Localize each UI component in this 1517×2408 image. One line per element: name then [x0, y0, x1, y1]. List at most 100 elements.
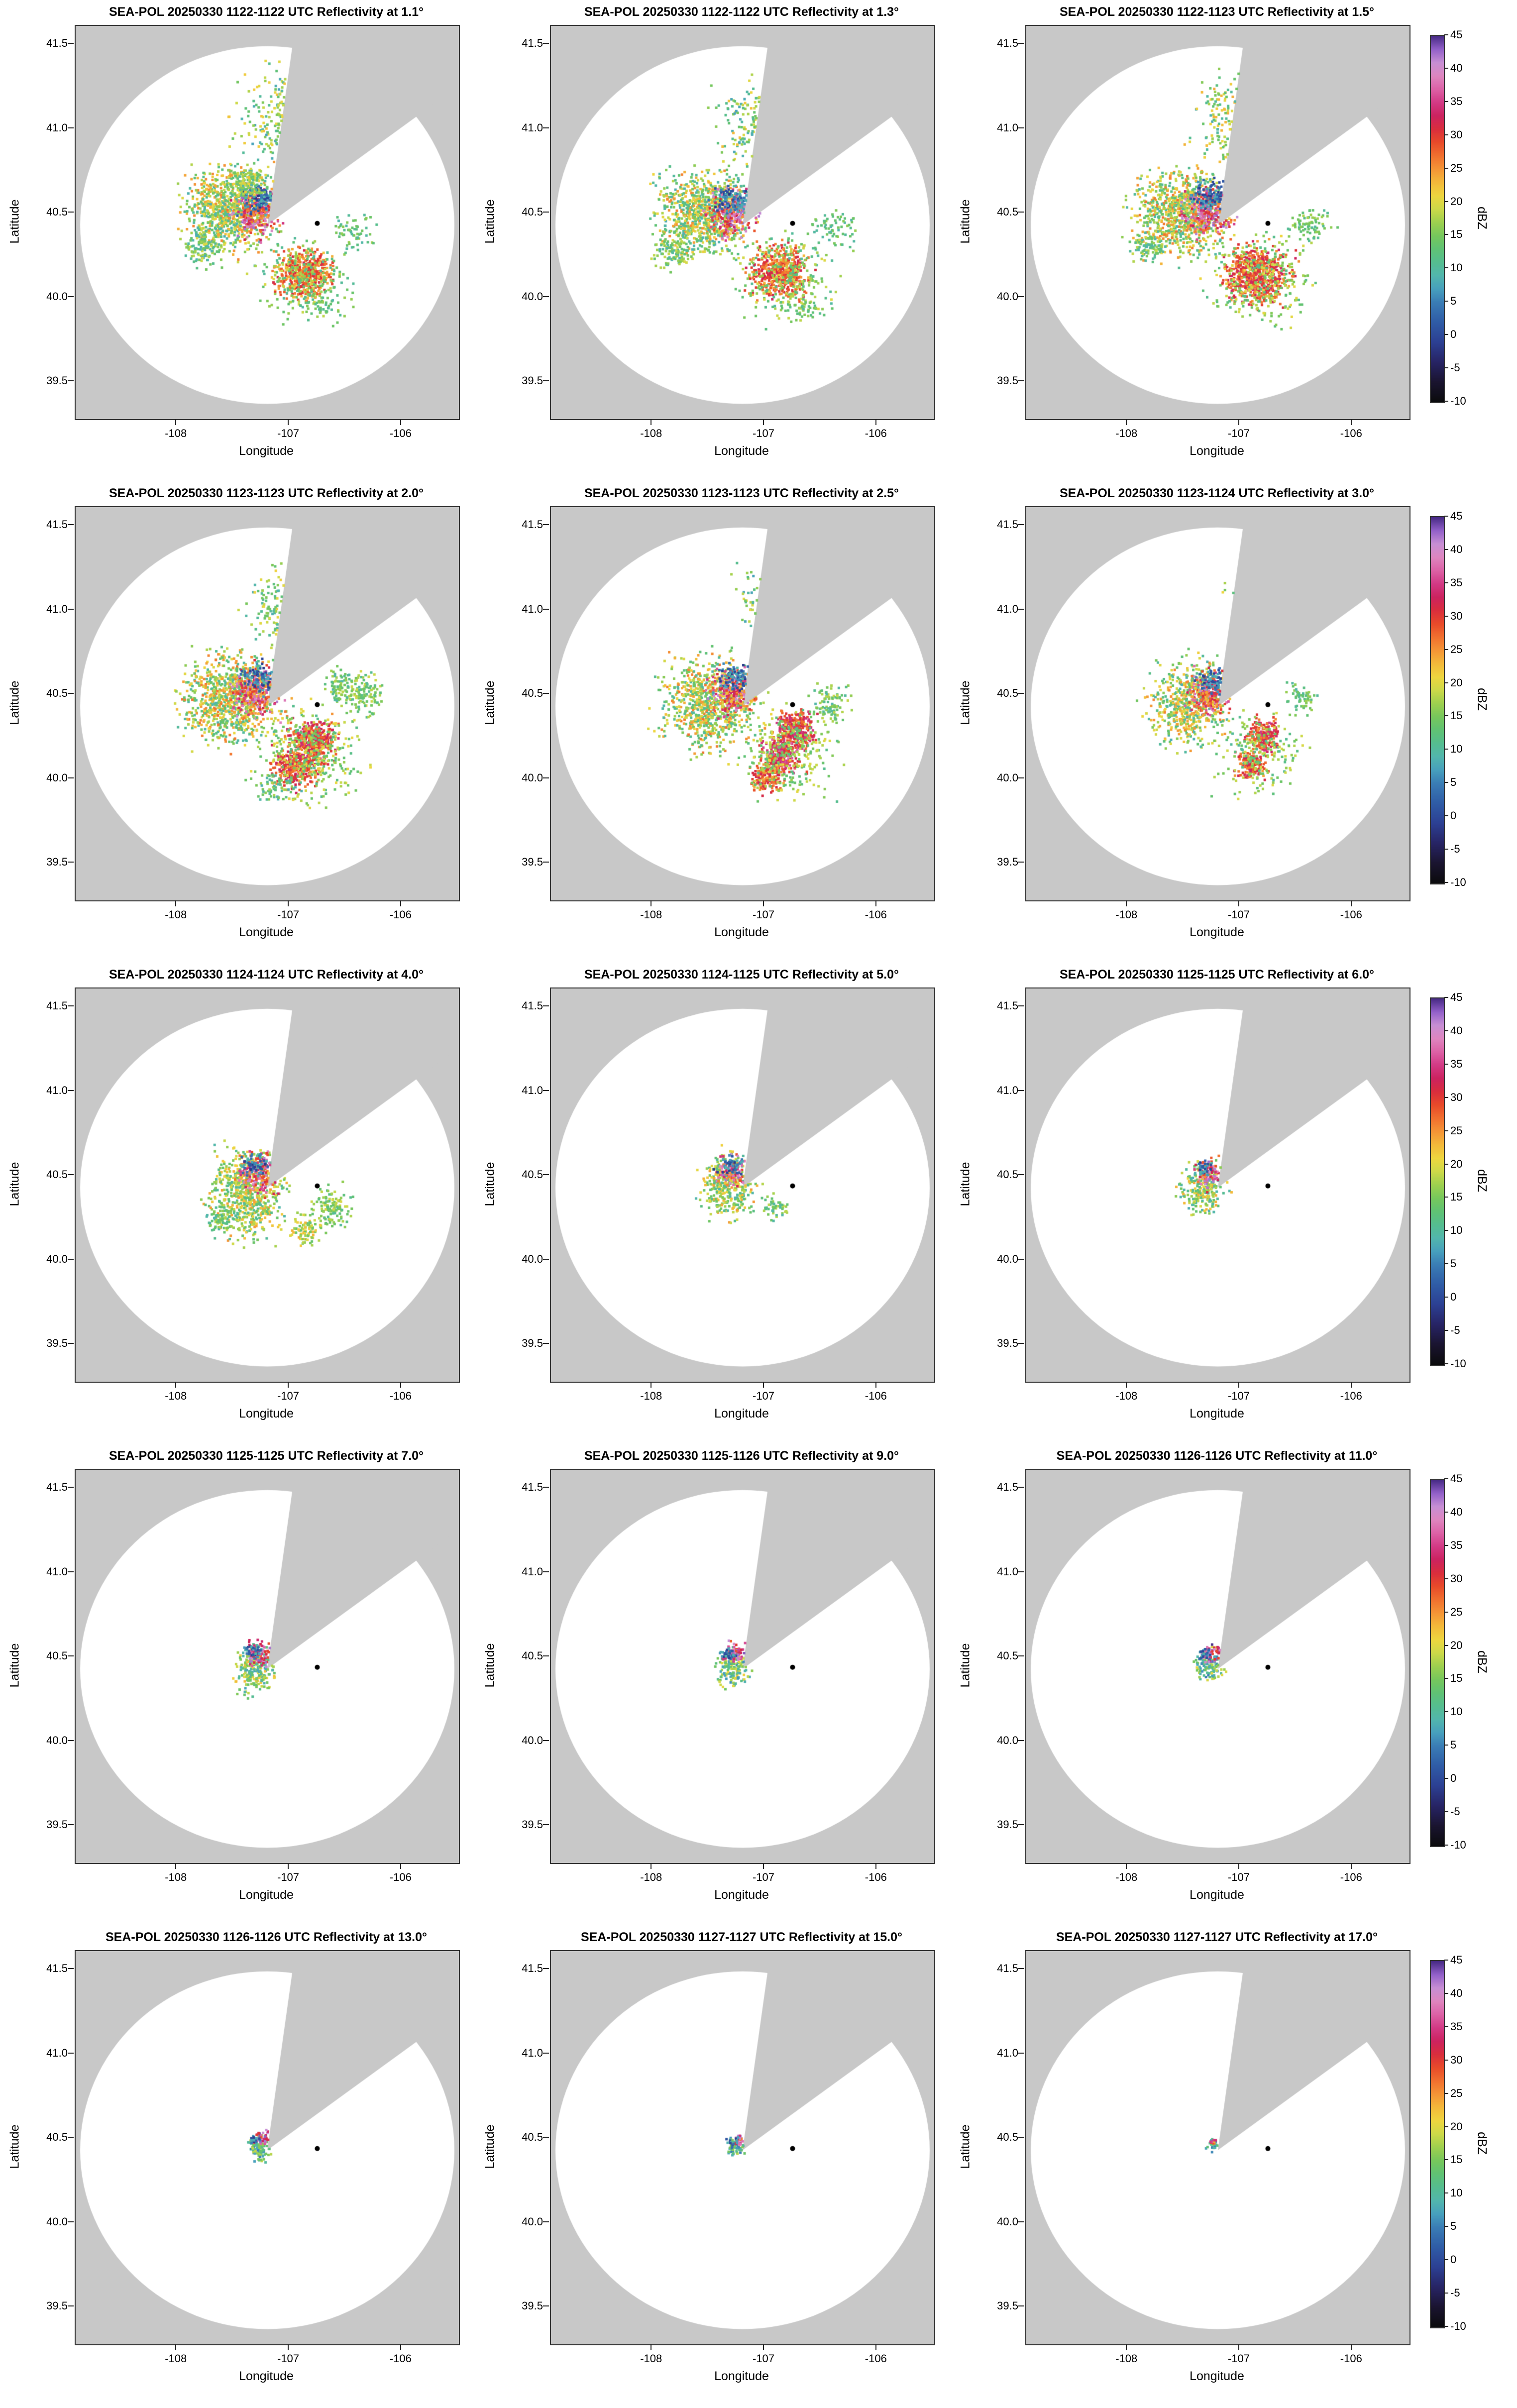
colorbar-tick-mark — [1444, 1263, 1448, 1265]
x-tick-mark — [650, 419, 652, 425]
colorbar-unit-label: dBZ — [1475, 688, 1489, 711]
colorbar-tick-label: 10 — [1450, 2187, 1463, 2199]
x-tick-label: -108 — [640, 908, 662, 921]
x-tick-label: -108 — [165, 2352, 187, 2365]
y-tick-label: 41.5 — [46, 1962, 68, 1975]
colorbar-tick-label: -10 — [1450, 1839, 1466, 1851]
y-tick-mark — [68, 1090, 74, 1091]
x-tick-mark — [1238, 419, 1240, 425]
colorbar-tick-mark — [1444, 1096, 1448, 1098]
colorbar-tick-mark — [1444, 201, 1448, 202]
x-tick-label: -106 — [1340, 427, 1362, 439]
colorbar-tick-label: 20 — [1450, 195, 1463, 208]
y-tick-mark — [68, 1487, 74, 1488]
y-tick-mark — [543, 1571, 549, 1572]
colorbar-tick-mark — [1444, 134, 1448, 135]
colorbar-tick-label: -10 — [1450, 1357, 1466, 1370]
panel-title: SEA-POL 20250330 1123-1124 UTC Reflectiv… — [1059, 486, 1375, 500]
colorbar-tick-label: 45 — [1450, 991, 1463, 1003]
colorbar-tick-label: -5 — [1450, 1324, 1460, 1337]
y-tick-label: 41.5 — [46, 1481, 68, 1494]
y-tick-label: 40.5 — [997, 687, 1018, 700]
y-tick-label: 40.5 — [522, 206, 543, 219]
colorbar-tick-label: 20 — [1450, 2120, 1463, 2133]
radar-plot-canvas — [550, 1950, 935, 2345]
x-axis-label: Longitude — [1190, 1407, 1244, 1421]
x-tick-mark — [288, 419, 289, 425]
colorbar: dBZ 45 40 35 30 25 20 15 10 5 0 -5 -10 — [1426, 481, 1517, 963]
y-tick-mark — [68, 2052, 74, 2054]
y-tick-mark — [1018, 1258, 1024, 1260]
colorbar-tick-mark — [1444, 2192, 1448, 2194]
x-tick-label: -106 — [865, 1871, 887, 1883]
colorbar-tick-label: -5 — [1450, 843, 1460, 856]
colorbar-tick-label: 20 — [1450, 1639, 1463, 1651]
y-tick-label: 41.0 — [997, 602, 1018, 615]
x-axis-label: Longitude — [239, 1888, 294, 1902]
colorbar-tick-mark — [1444, 1330, 1448, 1331]
panel-title: SEA-POL 20250330 1124-1125 UTC Reflectiv… — [584, 968, 899, 982]
colorbar-tick-label: -5 — [1450, 2287, 1460, 2299]
radar-panel: SEA-POL 20250330 1127-1127 UTC Reflectiv… — [951, 1925, 1426, 2407]
x-tick-label: -107 — [277, 1871, 300, 1883]
x-tick-mark — [1350, 900, 1352, 906]
x-tick-label: -106 — [865, 1390, 887, 1402]
y-tick-mark — [68, 1740, 74, 1741]
colorbar-tick-label: 15 — [1450, 1191, 1463, 1204]
colorbar: dBZ 45 40 35 30 25 20 15 10 5 0 -5 -10 — [1426, 963, 1517, 1444]
y-axis-label: Latitude — [483, 1643, 497, 1688]
radar-plot-canvas — [1025, 506, 1410, 901]
x-tick-label: -106 — [865, 427, 887, 439]
y-tick-label: 41.5 — [997, 1481, 1018, 1494]
x-tick-mark — [175, 419, 177, 425]
x-tick-mark — [875, 900, 876, 906]
radar-panel: SEA-POL 20250330 1123-1123 UTC Reflectiv… — [0, 481, 475, 963]
y-tick-mark — [543, 296, 549, 297]
x-tick-mark — [1350, 1382, 1352, 1388]
y-tick-label: 39.5 — [522, 1818, 543, 1831]
radar-plot-canvas — [1025, 1950, 1410, 2345]
y-tick-mark — [543, 127, 549, 128]
colorbar-tick-mark — [1444, 2293, 1448, 2294]
x-tick-label: -108 — [165, 427, 187, 439]
x-tick-mark — [400, 419, 401, 425]
x-tick-mark — [650, 2344, 652, 2350]
colorbar-unit-label: dBZ — [1475, 1169, 1489, 1192]
colorbar-tick-mark — [1444, 615, 1448, 617]
radar-panel: SEA-POL 20250330 1125-1126 UTC Reflectiv… — [475, 1444, 951, 1925]
y-tick-label: 40.0 — [997, 1252, 1018, 1265]
colorbar-tick-label: 5 — [1450, 295, 1457, 308]
colorbar-tick-label: -10 — [1450, 2320, 1466, 2332]
radar-plot-canvas — [550, 1469, 935, 1864]
x-tick-label: -107 — [753, 427, 775, 439]
radar-plot-canvas — [75, 987, 460, 1383]
colorbar-tick-mark — [1444, 2026, 1448, 2027]
colorbar-tick-mark — [1444, 548, 1448, 550]
colorbar-tick-mark — [1444, 1678, 1448, 1679]
radar-panel: SEA-POL 20250330 1126-1126 UTC Reflectiv… — [951, 1444, 1426, 1925]
y-tick-mark — [68, 608, 74, 610]
x-axis-label: Longitude — [714, 1407, 769, 1421]
y-tick-mark — [1018, 2137, 1024, 2138]
x-tick-mark — [288, 2344, 289, 2350]
y-axis-label: Latitude — [7, 1162, 22, 1206]
y-tick-label: 41.5 — [522, 1481, 543, 1494]
panel-title: SEA-POL 20250330 1122-1122 UTC Reflectiv… — [108, 5, 424, 19]
colorbar-tick-mark — [1444, 1297, 1448, 1298]
x-axis-label: Longitude — [1190, 1888, 1244, 1902]
y-tick-label: 40.5 — [46, 2131, 68, 2144]
y-tick-label: 41.0 — [46, 1565, 68, 1578]
y-axis-label: Latitude — [958, 199, 973, 244]
figure-row: SEA-POL 20250330 1122-1122 UTC Reflectiv… — [0, 0, 1517, 481]
colorbar-tick-label: 0 — [1450, 2253, 1457, 2266]
colorbar-tick-label: 45 — [1450, 28, 1463, 41]
colorbar-tick-mark — [1444, 2092, 1448, 2094]
y-tick-mark — [1018, 2052, 1024, 2054]
y-tick-mark — [68, 1968, 74, 1970]
y-tick-mark — [1018, 862, 1024, 863]
y-tick-label: 40.5 — [522, 1168, 543, 1181]
colorbar-tick-label: 35 — [1450, 1538, 1463, 1551]
x-tick-mark — [1126, 900, 1127, 906]
y-tick-label: 40.5 — [46, 687, 68, 700]
radar-panel: SEA-POL 20250330 1127-1127 UTC Reflectiv… — [475, 1925, 951, 2407]
